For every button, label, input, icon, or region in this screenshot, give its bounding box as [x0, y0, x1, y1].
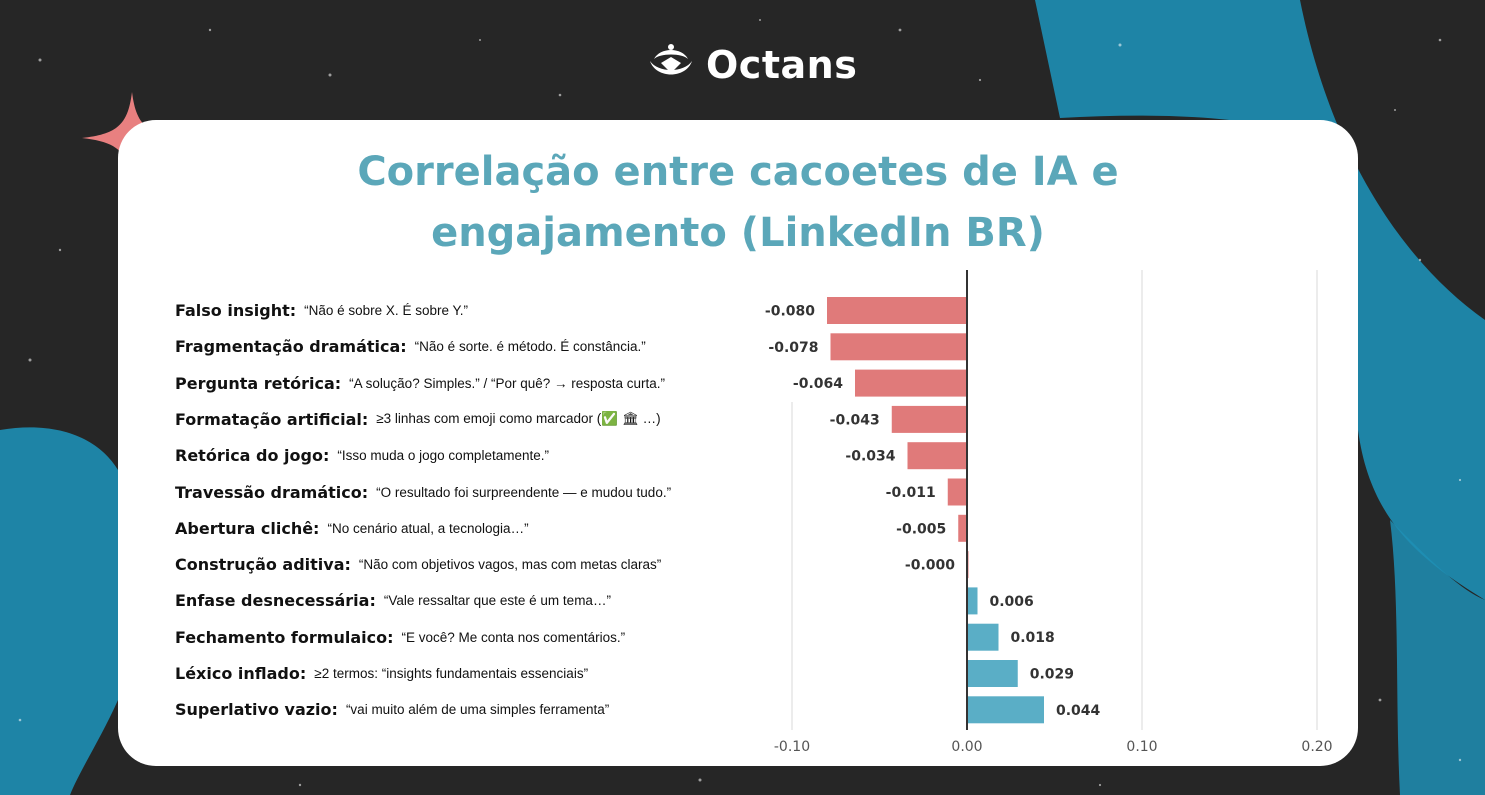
bar-value-label: -0.005 — [896, 521, 946, 537]
category-label: Fechamento formulaico: “E você? Me conta … — [175, 623, 625, 651]
category-name: Travessão dramático: — [175, 482, 369, 502]
bar-value-label: -0.080 — [765, 304, 815, 320]
category-name: Abertura clichê: — [175, 518, 320, 538]
category-label: Superlativo vazio: “vai muito além de uma… — [175, 696, 609, 724]
bar — [907, 442, 967, 470]
category-example: “vai muito além de uma simples ferrament… — [345, 702, 610, 718]
bar-value-label: 0.029 — [1030, 667, 1074, 683]
bar — [891, 405, 967, 433]
category-example: “No cenário atual, a tecnologia…” — [327, 520, 529, 536]
bar-value-label: -0.011 — [886, 485, 936, 501]
bar-value-label: 0.006 — [990, 594, 1034, 610]
bar-value-label: 0.044 — [1056, 703, 1101, 719]
x-tick-label: 0.10 — [1126, 739, 1157, 755]
chart-title: Correlação entre cacoetes de IA e engaja… — [118, 142, 1358, 264]
bar — [958, 514, 967, 542]
category-example: “Não é sorte. é método. É constância.” — [414, 339, 646, 355]
brand-name: Octans — [706, 43, 858, 87]
category-example: “E você? Me conta nos comentários.” — [401, 629, 626, 645]
bar — [967, 623, 999, 651]
category-name: Falso insight: — [175, 301, 297, 320]
category-name: Enfase desnecessária: — [175, 591, 376, 611]
brand-logo: Octans — [646, 40, 857, 90]
category-example: “O resultado foi surpreendente — e mudou… — [376, 484, 672, 500]
category-label: Travessão dramático: “O resultado foi sur… — [175, 478, 671, 506]
bar-value-label: -0.078 — [768, 340, 818, 356]
bar-value-label: -0.034 — [845, 449, 895, 465]
category-name: Fechamento formulaico: — [175, 627, 394, 647]
category-example: “Vale ressaltar que este é um tema…” — [383, 593, 611, 609]
x-tick-label: 0.20 — [1301, 739, 1332, 755]
bar — [827, 297, 967, 324]
category-name: Superlativo vazio: — [175, 700, 338, 720]
bar-chart: -0.080 -0.078 -0.064 -0.043 -0.034 -0.011 -0.0… — [765, 270, 1333, 755]
bar — [947, 478, 967, 506]
category-name: Retórica do jogo: — [175, 446, 330, 466]
bar-value-label: -0.064 — [793, 376, 843, 392]
bar-value-label: -0.000 — [905, 558, 955, 574]
category-name: Pergunta retórica: — [175, 373, 342, 393]
category-example: “A solução? Simples.” / “Por quê? → resp… — [349, 375, 666, 391]
octans-logo-icon — [650, 44, 692, 75]
bar — [967, 660, 1018, 687]
category-label: Abertura clichê: “No cenário atual, a tec… — [175, 514, 529, 542]
chart-title-line-1: Correlação entre cacoetes de IA e — [357, 149, 1119, 195]
category-name: Construção aditiva: — [175, 555, 351, 575]
category-name: Léxico inflado: — [175, 664, 307, 683]
category-label: Retórica do jogo: “Isso muda o jogo compl… — [175, 442, 549, 470]
category-example: ≥3 linhas com emoji como marcador (✅ 🏛 …… — [376, 411, 661, 427]
category-example: ≥2 termos: “insights fundamentais essenc… — [314, 666, 589, 681]
bar — [967, 696, 1044, 724]
category-label: Falso insight: “Não é sobre X. É sobre Y.… — [175, 297, 468, 325]
category-label: Léxico inflado: ≥2 termos: “insights fund… — [175, 660, 588, 688]
category-label: Pergunta retórica: “A solução? Simples.” … — [175, 369, 665, 397]
category-label: Construção aditiva: “Não com objetivos va… — [175, 551, 661, 579]
category-label: Fragmentação dramática: “Não é sorte. é m… — [175, 333, 646, 361]
category-name: Fragmentação dramática: — [175, 337, 407, 357]
chart-card: Correlação entre cacoetes de IA e engaja… — [118, 120, 1358, 766]
category-name: Formatação artificial: — [175, 409, 369, 429]
category-example: “Isso muda o jogo completamente.” — [337, 448, 549, 464]
bar — [855, 369, 967, 397]
bar-value-label: -0.043 — [830, 412, 880, 428]
category-example: “Não com objetivos vagos, mas com metas … — [358, 557, 662, 573]
category-label: Formatação artificial: ≥3 linhas com emoj… — [175, 405, 661, 433]
chart-title-line-2: engajamento (LinkedIn BR) — [431, 210, 1045, 256]
x-tick-label: 0.00 — [951, 739, 982, 755]
bar-value-label: 0.018 — [1011, 630, 1055, 646]
bar — [830, 333, 967, 361]
category-example: “Não é sobre X. É sobre Y.” — [304, 303, 468, 318]
bar — [967, 587, 978, 615]
category-label: Enfase desnecessária: “Vale ressaltar que… — [175, 587, 611, 615]
x-tick-label: -0.10 — [774, 739, 810, 755]
